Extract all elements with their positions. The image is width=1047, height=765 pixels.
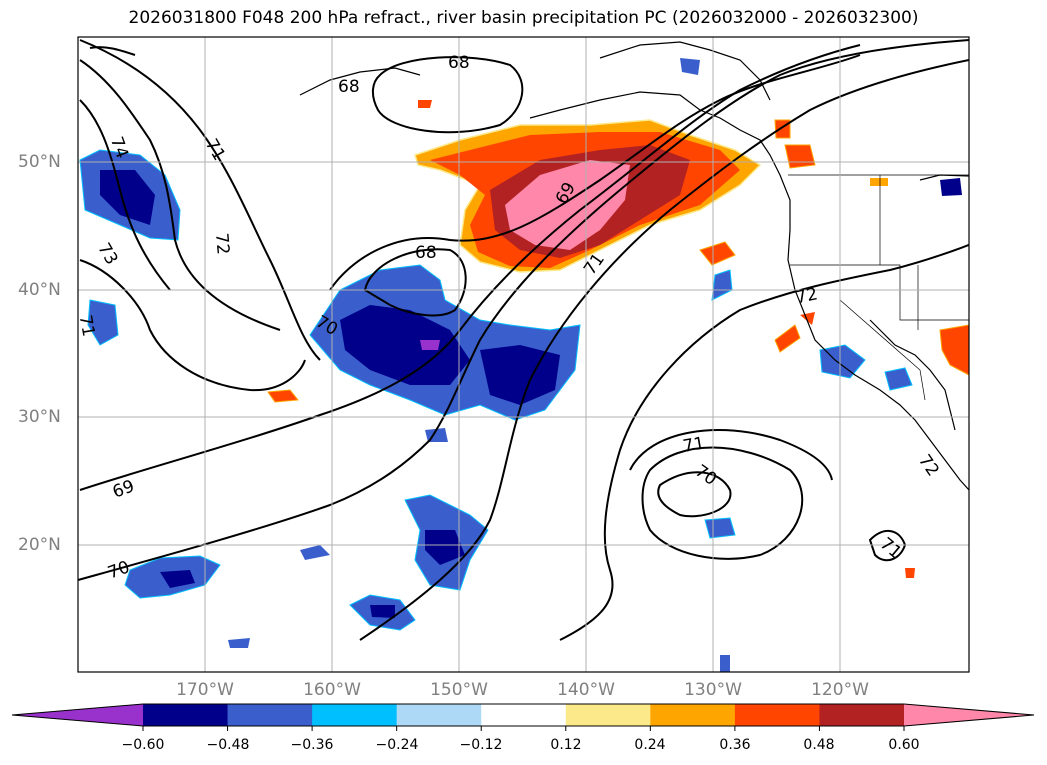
map-canvas: 68 68 68 69 69 70 70 70 71 71 71 71 72 7… (75, 36, 970, 673)
contour-label: 72 (211, 232, 233, 255)
colorbar-tick-label: −0.60 (121, 737, 165, 753)
colorbar-segment (396, 704, 482, 726)
colorbar-segment (650, 704, 736, 726)
lat-label-30n: 30°N (18, 407, 61, 427)
lat-label-50n: 50°N (18, 152, 61, 172)
refractivity-contours (78, 39, 969, 641)
colorbar-tick-label: −0.36 (290, 737, 334, 753)
colorbar-tick-label: −0.24 (375, 737, 419, 753)
lat-label-40n: 40°N (18, 280, 61, 300)
colorbar-segment (565, 704, 651, 726)
lon-label-150w: 150°W (430, 680, 488, 700)
lon-label-120w: 120°W (811, 680, 869, 700)
colorbar-extend-low (12, 704, 143, 726)
colorbar-tick-label: −0.12 (459, 737, 503, 753)
contour-label: 72 (794, 284, 819, 308)
contour-label: 68 (338, 77, 360, 97)
lat-label-20n: 20°N (18, 535, 61, 555)
colorbar-segment (227, 704, 313, 726)
colorbar-tick-label: 0.48 (803, 737, 835, 753)
contour-label: 68 (448, 53, 470, 73)
colorbar-tick-label: 0.36 (719, 737, 751, 753)
contour-label: 68 (415, 243, 437, 263)
colorbar-segment (312, 704, 398, 726)
colorbar-segment (819, 704, 905, 726)
gridlines (78, 37, 969, 672)
contour-label: 71 (75, 313, 98, 338)
colorbar-segment (734, 704, 820, 726)
colorbar-outline (11, 703, 1035, 727)
colorbar-extend-high (904, 704, 1034, 726)
colorbar-tick-label: 0.24 (634, 737, 666, 753)
lon-label-160w: 160°W (303, 680, 361, 700)
negative-precip-shading (79, 58, 962, 672)
colorbar-tick-label: 0.12 (550, 737, 582, 753)
contour-label: 71 (681, 433, 706, 456)
map-title: 2026031800 F048 200 hPa refract., river … (128, 8, 919, 28)
lon-label-140w: 140°W (557, 680, 615, 700)
lon-label-170w: 170°W (176, 680, 234, 700)
colorbar-tick-label: −0.48 (206, 737, 250, 753)
colorbar-tick-label: 0.60 (888, 737, 920, 753)
lon-label-130w: 130°W (684, 680, 742, 700)
map-frame (77, 36, 970, 673)
colorbar-segment (143, 704, 229, 726)
colorbar-segment (481, 704, 567, 726)
